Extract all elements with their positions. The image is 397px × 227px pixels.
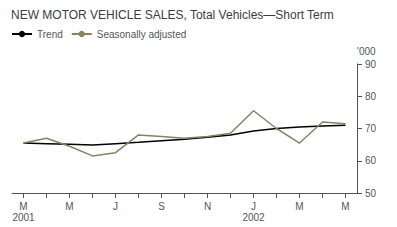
svg-text:70: 70: [365, 123, 377, 134]
svg-text:S: S: [158, 201, 165, 212]
svg-text:50: 50: [365, 188, 377, 199]
svg-text:J: J: [251, 201, 256, 212]
svg-text:2001: 2001: [12, 212, 35, 223]
svg-text:Seasonally adjusted: Seasonally adjusted: [97, 29, 187, 40]
svg-text:M: M: [341, 201, 349, 212]
svg-text:NEW MOTOR VEHICLE SALES, Total: NEW MOTOR VEHICLE SALES, Total Vehicles—…: [11, 8, 334, 22]
svg-text:'000: '000: [357, 46, 376, 57]
svg-text:M: M: [295, 201, 303, 212]
svg-text:M: M: [65, 201, 73, 212]
svg-text:80: 80: [365, 91, 377, 102]
svg-text:60: 60: [365, 155, 377, 166]
svg-text:M: M: [19, 201, 27, 212]
svg-text:J: J: [113, 201, 118, 212]
svg-text:N: N: [204, 201, 211, 212]
svg-text:Trend: Trend: [37, 29, 63, 40]
svg-text:90: 90: [365, 59, 377, 70]
svg-text:2002: 2002: [242, 212, 265, 223]
